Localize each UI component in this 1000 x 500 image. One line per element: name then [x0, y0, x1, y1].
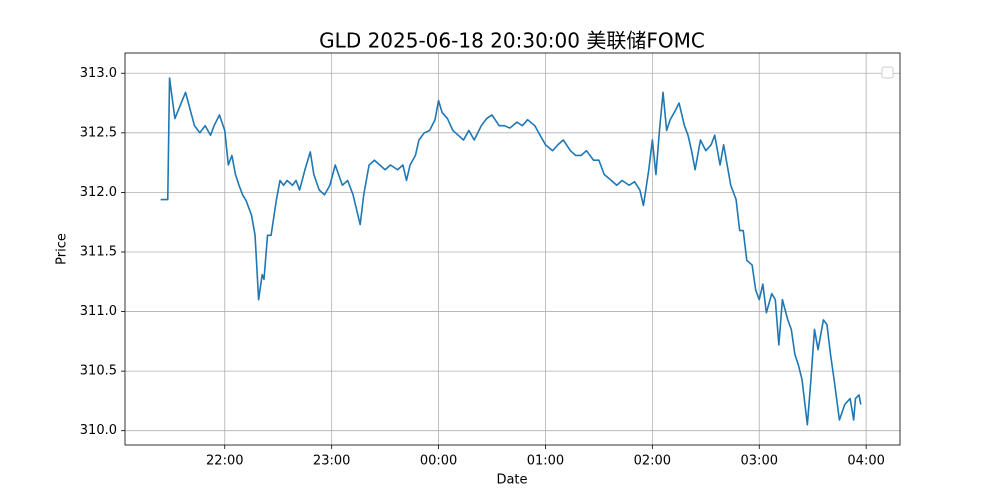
x-tick-label: 01:00	[527, 454, 564, 469]
x-tick-label: 04:00	[847, 454, 884, 469]
price-line	[160, 77, 862, 426]
legend	[881, 66, 894, 79]
y-tick-label: 312.0	[80, 185, 117, 200]
y-tick-label: 311.0	[80, 304, 117, 319]
y-tick-label: 310.5	[80, 364, 117, 379]
y-tick-label: 312.5	[80, 125, 117, 140]
y-axis-label: Price	[55, 233, 70, 265]
axes-frame	[124, 52, 901, 446]
y-tick-label: 313.0	[80, 66, 117, 81]
x-tick-label: 03:00	[741, 454, 778, 469]
y-tick-label: 310.0	[80, 423, 117, 438]
x-axis-label: Date	[496, 473, 527, 488]
x-tick-label: 23:00	[313, 454, 350, 469]
x-tick-label: 00:00	[420, 454, 457, 469]
chart-title: GLD 2025-06-18 20:30:00 美联储FOMC	[319, 29, 705, 53]
y-tick-label: 311.5	[80, 244, 117, 259]
x-tick-label: 22:00	[206, 454, 243, 469]
plot-area	[125, 53, 900, 445]
x-tick-label: 02:00	[634, 454, 671, 469]
